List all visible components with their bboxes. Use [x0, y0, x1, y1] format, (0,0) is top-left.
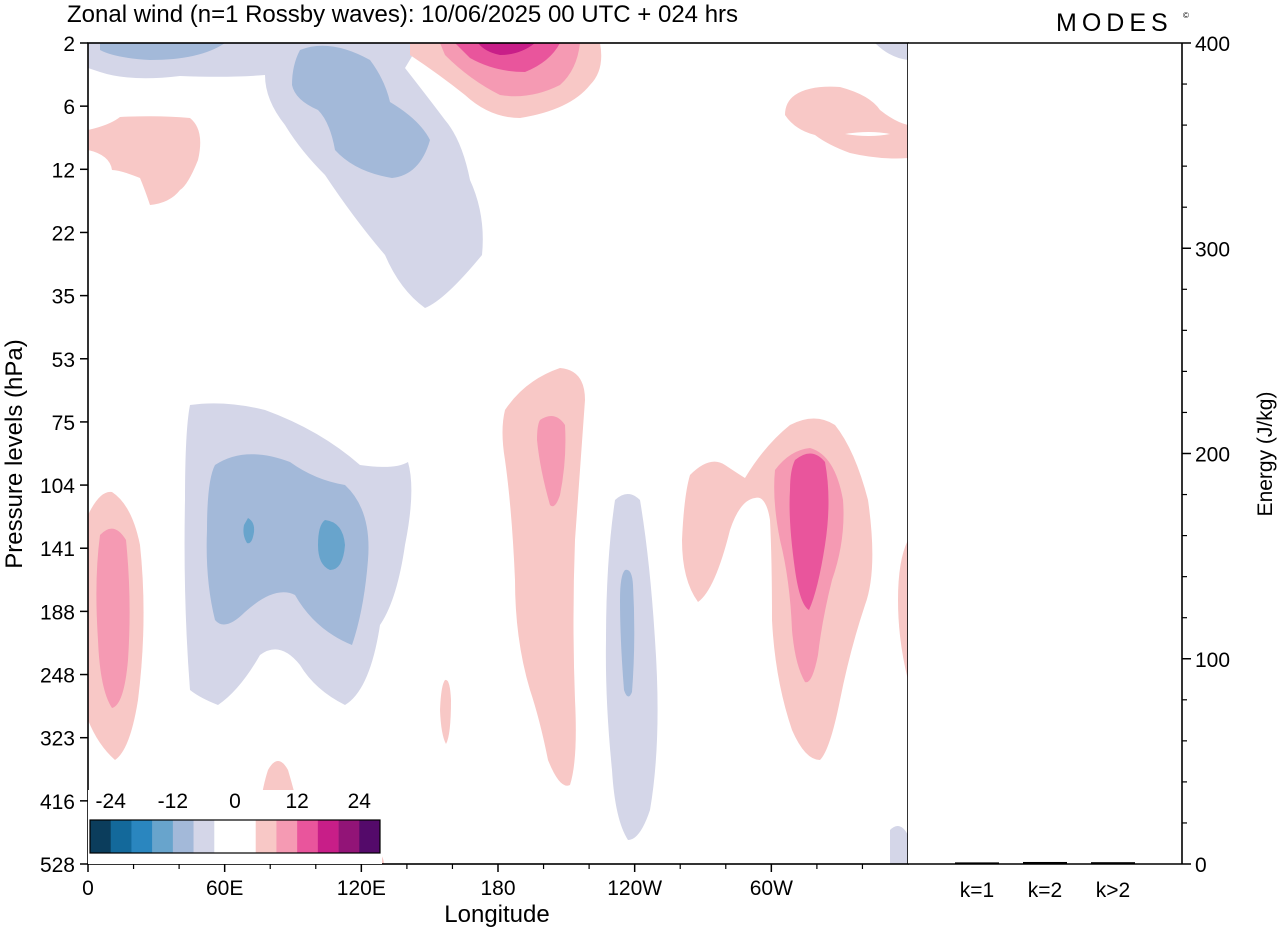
negative-region-top-left-core [100, 43, 225, 60]
x-tick-label: 120E [337, 877, 386, 900]
y-tick-label: 22 [52, 222, 75, 245]
energy-bar [1023, 861, 1067, 864]
positive-region-small [440, 679, 451, 744]
positive-region-top-3 [455, 43, 560, 72]
positive-region-center-core [537, 416, 566, 507]
colorbar-swatch [276, 820, 298, 853]
colorbar-label: -12 [158, 790, 188, 813]
y-tick-label: 248 [40, 665, 75, 688]
colorbar-label: 12 [285, 790, 308, 813]
x-tick-label: 60E [206, 877, 243, 900]
y-tick-label: 6 [63, 96, 75, 119]
negative-region-mid-core [620, 569, 635, 697]
colorbar-swatch [110, 820, 132, 853]
energy-tick-label: 0 [1195, 854, 1207, 877]
positive-region-left-core [96, 528, 130, 708]
y-tick-label: 141 [40, 538, 75, 561]
y-tick-label: 12 [52, 159, 75, 182]
positive-region-center [502, 368, 585, 786]
colorbar-swatch [297, 820, 319, 853]
y-tick-label: 323 [40, 728, 75, 751]
colorbar-swatch [90, 820, 112, 853]
x-tick-label: 0 [82, 877, 94, 900]
colorbar-label: 24 [348, 790, 372, 813]
colorbar-frame [89, 819, 381, 854]
energy-tick-label: 200 [1195, 444, 1230, 467]
x-tick-label: 120W [607, 877, 662, 900]
x-tick-label: 180 [480, 877, 515, 900]
negative-region-bottom-right [890, 826, 908, 864]
y-axis-ticks: 2 6 12 22 35 53 75 104 141 188 248 323 416 528 [40, 33, 88, 877]
colorbar-swatch [172, 820, 194, 853]
negative-region-upper-core [292, 45, 430, 178]
colorbar-swatch [193, 820, 215, 853]
contour-plot-area [87, 42, 909, 865]
y-tick-label: 528 [40, 854, 75, 877]
energy-tick-label: 400 [1195, 33, 1230, 56]
colorbar-swatch [338, 820, 360, 853]
positive-region-upper-right-gap [845, 132, 890, 136]
positive-region-top-4 [478, 43, 535, 55]
y-tick-label: 188 [40, 601, 75, 624]
negative-region-top-right [875, 43, 908, 60]
colorbar-swatch [317, 820, 339, 853]
colorbar: -24 -12 0 12 24 [88, 790, 382, 864]
energy-axis-label: Energy (J/kg) [1254, 392, 1277, 517]
energy-tick-label: 100 [1195, 649, 1230, 672]
x-axis-label: Longitude [444, 901, 549, 928]
x-axis-ticks: 0 60E 120E 180 120W 60W [82, 864, 864, 900]
energy-bar-label: k=2 [1028, 879, 1062, 902]
positive-region-right-peak [789, 453, 829, 610]
y-tick-label: 104 [40, 475, 75, 498]
energy-bars: k=1 k=2 k>2 [955, 861, 1135, 902]
y-tick-label: 35 [52, 286, 75, 309]
y-tick-label: 2 [63, 33, 75, 56]
colorbar-swatch [255, 820, 277, 853]
colorbar-swatch [214, 820, 236, 853]
energy-axis-ticks: 0 100 200 300 400 [1182, 33, 1230, 877]
energy-bar [955, 862, 999, 864]
colorbar-label: -24 [96, 790, 127, 813]
copyright-mark: © [1183, 11, 1189, 20]
colorbar-label: 0 [229, 790, 241, 813]
positive-region-right-edge [898, 540, 908, 680]
chart-title: Zonal wind (n=1 Rossby waves): 10/06/202… [67, 1, 738, 28]
colorbar-swatch [359, 820, 381, 853]
negative-region-lower-core [206, 454, 369, 645]
y-tick-label: 416 [40, 791, 75, 814]
colorbar-swatch [152, 820, 174, 853]
y-tick-label: 75 [52, 412, 75, 435]
energy-bar-label: k>2 [1096, 879, 1130, 902]
positive-region-upper-right [785, 86, 908, 159]
energy-bar-label: k=1 [960, 879, 994, 902]
negative-region-lower-peak-small [243, 518, 255, 544]
energy-bar [1091, 862, 1135, 864]
energy-panel [908, 42, 1183, 865]
modes-logo: MODES [1056, 9, 1173, 37]
energy-tick-label: 300 [1195, 238, 1230, 261]
y-axis-label: Pressure levels (hPa) [1, 339, 28, 568]
colorbar-swatch [235, 820, 257, 853]
positive-region-upper-left [88, 116, 201, 205]
x-tick-label: 60W [750, 877, 793, 900]
colorbar-swatch [131, 820, 153, 853]
negative-region-lower-peak [318, 520, 345, 570]
y-tick-label: 53 [52, 349, 75, 372]
